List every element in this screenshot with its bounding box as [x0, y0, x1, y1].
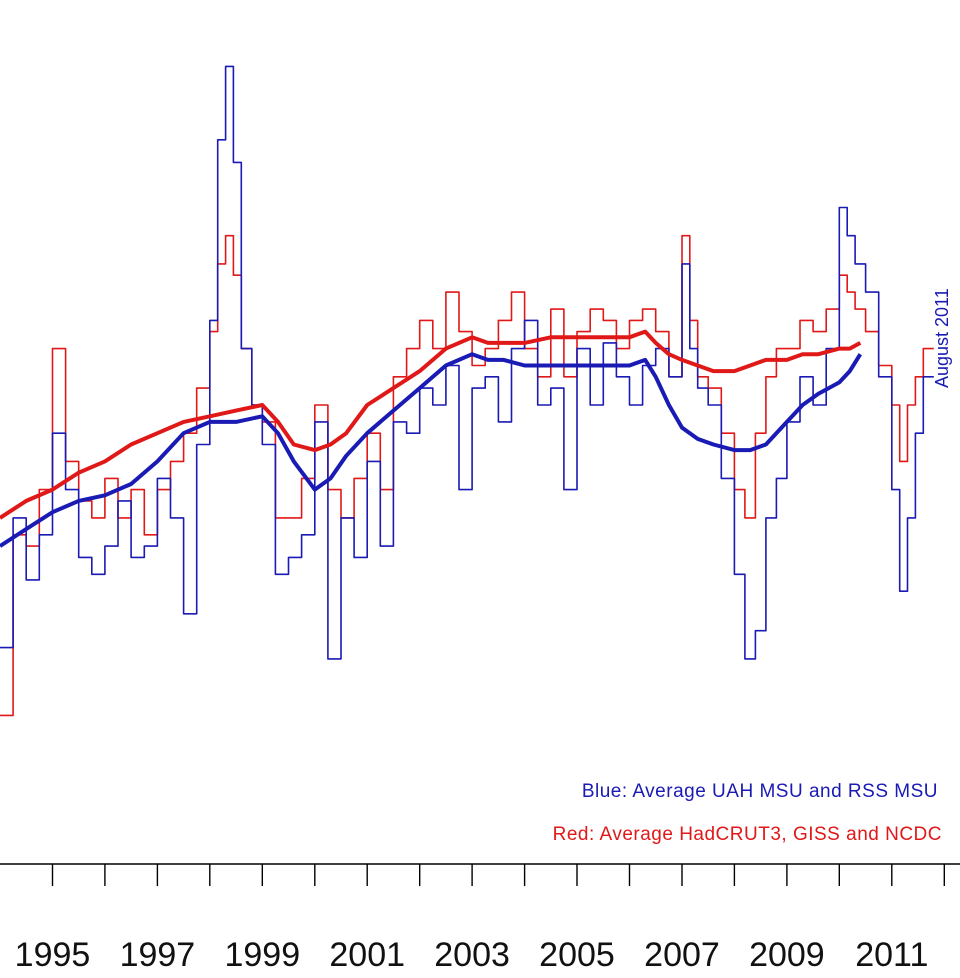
latest-month-annotation: August 2011: [932, 288, 952, 388]
x-tick-label-2009: 2009: [749, 936, 825, 974]
legend: Blue: Average UAH MSU and RSS MSU Red: A…: [553, 781, 942, 845]
x-tick-label-1997: 1997: [120, 936, 196, 974]
x-tick-label-2003: 2003: [434, 936, 510, 974]
x-axis: 1995 1997 1999 2001 2003 2005 2007 2009 2011: [0, 863, 960, 974]
x-tick-label-1999: 1999: [224, 936, 300, 974]
series-blue-monthly-line: [0, 65, 934, 660]
annotation-group: August 2011: [932, 288, 952, 388]
x-tick-label-2011: 2011: [855, 936, 928, 974]
x-tick-label-1995: 1995: [15, 936, 91, 974]
x-tick-label-2005: 2005: [539, 936, 615, 974]
x-axis-tick-labels: 1995 1997 1999 2001 2003 2005 2007 2009 2011: [15, 936, 929, 974]
series-layer: [0, 65, 934, 717]
legend-blue-entry: Blue: Average UAH MSU and RSS MSU: [582, 781, 938, 802]
series-blue-smoothed-line: [0, 352, 862, 548]
x-tick-label-2001: 2001: [329, 936, 405, 974]
x-axis-ticks: [51, 864, 945, 886]
legend-red-entry: Red: Average HadCRUT3, GISS and NCDC: [553, 824, 942, 845]
series-red-smoothed-line: [0, 329, 862, 520]
x-tick-label-2007: 2007: [644, 936, 720, 974]
